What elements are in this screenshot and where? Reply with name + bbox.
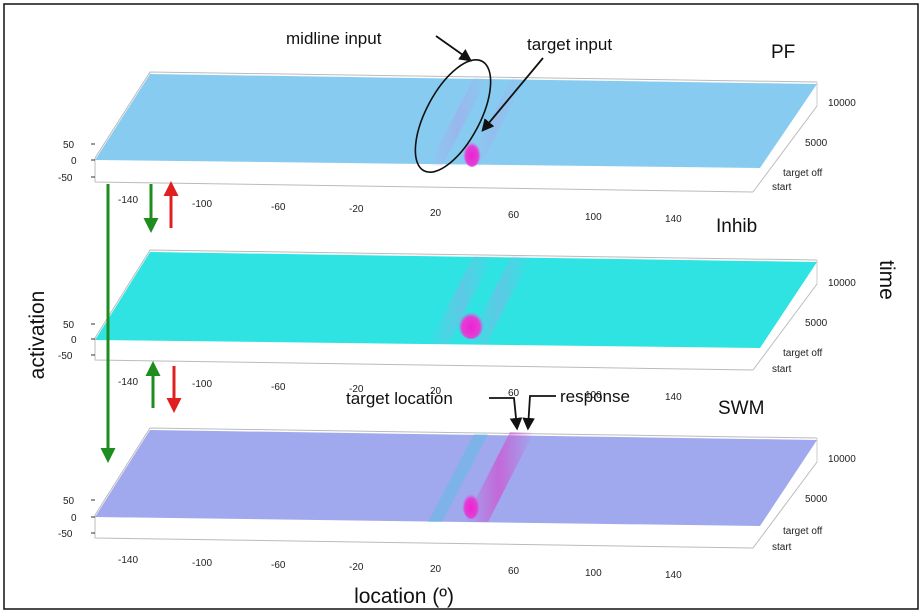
swm-loc-tick-6: 100	[585, 568, 602, 579]
swm-time-tick-5000: 5000	[805, 494, 828, 505]
z-axis-title: time	[875, 260, 898, 300]
response-label: response	[560, 387, 630, 406]
pf-loc-tick-7: 140	[665, 214, 682, 225]
pf-loc-tick-6: 100	[585, 212, 602, 223]
response-arrow	[522, 395, 556, 431]
inhib-loc-tick-1: -100	[192, 379, 212, 390]
swm-loc-tick-7: 140	[665, 570, 682, 581]
inhib-loc-tick-4: 20	[430, 386, 442, 397]
inhib-act-tick-50: 50	[63, 320, 75, 331]
inhib-time-tick-5000: 5000	[805, 318, 828, 329]
swm-loc-tick-0: -140	[118, 555, 138, 566]
panel-pf: 50 0 -50 10000 5000 target off start -14…	[58, 42, 856, 225]
swm-loc-tick-2: -60	[271, 560, 286, 571]
inhib-loc-tick-0: -140	[118, 377, 138, 388]
pf-act-tick-0: 0	[71, 156, 77, 167]
midline-ellipse	[414, 59, 492, 173]
panel-label-inhib: Inhib	[716, 216, 757, 237]
inhib-act-tick-neg50: -50	[58, 351, 73, 362]
pf-loc-tick-2: -60	[271, 202, 286, 213]
pf-loc-tick-4: 20	[430, 208, 442, 219]
swm-act-tick-neg50: -50	[58, 529, 73, 540]
x-axis-title: location (º)	[354, 585, 454, 608]
inhib-time-tick-10000: 10000	[828, 278, 856, 289]
panel-label-pf: PF	[771, 42, 795, 63]
pf-loc-tick-0: -140	[118, 195, 138, 206]
figure-border	[3, 3, 919, 610]
pf-act-tick-50: 50	[63, 140, 75, 151]
inhib-loc-tick-2: -60	[271, 382, 286, 393]
midline-input-label: midline input	[286, 29, 382, 48]
y-axis-title: activation	[26, 291, 49, 380]
inhib-act-tick-0: 0	[71, 335, 77, 346]
pf-loc-tick-1: -100	[192, 199, 212, 210]
pf-time-tick-10000: 10000	[828, 98, 856, 109]
pf-target-peak	[463, 139, 481, 167]
panel-inhib: 50 0 -50 10000 5000 target off start -14…	[58, 216, 856, 403]
inhib-loc-tick-6: 100	[585, 390, 602, 401]
inhib-loc-tick-7: 140	[665, 392, 682, 403]
pf-act-tick-neg50: -50	[58, 173, 73, 184]
panel-swm: 50 0 -50 10000 5000 target off start -14…	[58, 398, 856, 581]
inhib-time-tick-target-off: target off	[783, 348, 823, 359]
swm-time-tick-10000: 10000	[828, 454, 856, 465]
target-input-arrow	[481, 57, 544, 132]
inhib-time-tick-start: start	[772, 364, 792, 375]
target-input-label: target input	[527, 35, 612, 54]
swm-time-tick-target-off: target off	[783, 526, 823, 537]
pf-loc-tick-3: -20	[349, 204, 364, 215]
target-location-label: target location	[346, 389, 453, 408]
pf-loc-tick-5: 60	[508, 210, 520, 221]
target-location-arrow	[489, 397, 523, 431]
swm-loc-tick-4: 20	[430, 564, 442, 575]
pf-time-tick-target-off: target off	[783, 168, 823, 179]
midline-input-arrow	[435, 35, 473, 62]
swm-act-tick-50: 50	[63, 496, 75, 507]
inhib-loc-tick-3: -20	[349, 384, 364, 395]
swm-loc-tick-1: -100	[192, 558, 212, 569]
pf-time-tick-5000: 5000	[805, 138, 828, 149]
inhib-target-peak	[458, 309, 484, 339]
inhib-loc-tick-5: 60	[508, 388, 520, 399]
pf-time-tick-start: start	[772, 182, 792, 193]
swm-time-tick-start: start	[772, 542, 792, 553]
swm-act-tick-0: 0	[71, 513, 77, 524]
swm-loc-tick-3: -20	[349, 562, 364, 573]
swm-surface	[95, 430, 817, 526]
swm-loc-tick-5: 60	[508, 566, 520, 577]
swm-target-peak	[462, 491, 480, 519]
panel-label-swm: SWM	[718, 398, 764, 419]
